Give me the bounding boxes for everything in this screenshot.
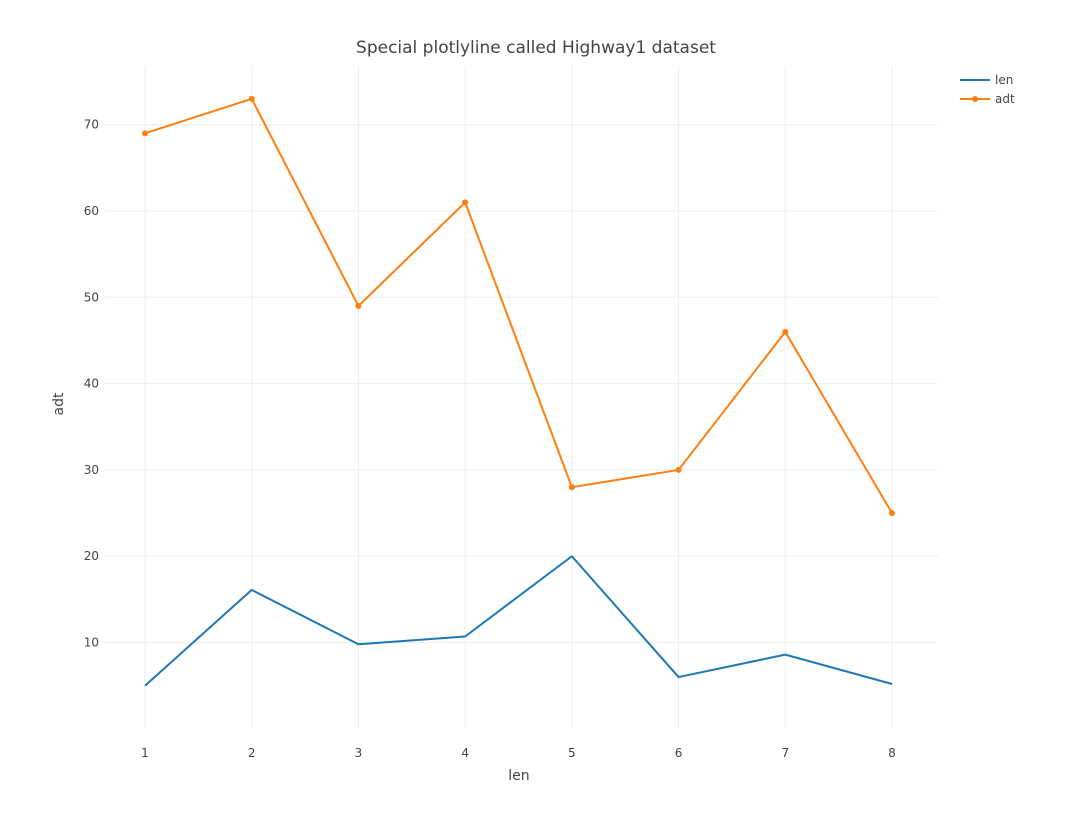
data-point[interactable] [675, 466, 682, 473]
series-line-len[interactable] [144, 555, 893, 687]
series-len[interactable] [144, 555, 893, 687]
x-tick-label: 7 [781, 746, 789, 760]
x-tick-label: 5 [568, 746, 576, 760]
data-point[interactable] [462, 199, 469, 206]
y-tick-label: 10 [84, 636, 99, 650]
x-tick-label: 1 [141, 746, 149, 760]
legend-item-adt[interactable]: adt [960, 92, 1015, 106]
grid [105, 66, 938, 728]
legend-label: len [995, 73, 1013, 87]
data-point[interactable] [142, 130, 148, 137]
data-point[interactable] [568, 484, 575, 491]
data-point[interactable] [248, 95, 255, 102]
x-axis-title: len [508, 768, 529, 784]
x-tick-label: 4 [461, 746, 469, 760]
y-axis-ticks: 10 20 30 40 50 60 70 [84, 118, 99, 650]
data-point[interactable] [355, 302, 362, 309]
x-tick-label: 6 [675, 746, 683, 760]
x-tick-label: 8 [888, 746, 896, 760]
data-point[interactable] [782, 328, 789, 335]
legend-label: adt [995, 92, 1015, 106]
x-tick-label: 3 [355, 746, 363, 760]
legend-item-len[interactable]: len [960, 73, 1013, 87]
y-tick-label: 30 [84, 463, 99, 477]
data-point[interactable] [889, 510, 895, 517]
y-tick-label: 70 [84, 118, 99, 132]
x-tick-label: 2 [248, 746, 256, 760]
series-adt[interactable] [142, 95, 895, 517]
y-axis-title: adt [51, 392, 67, 415]
y-tick-label: 60 [84, 204, 99, 218]
y-tick-label: 50 [84, 290, 99, 304]
y-tick-label: 20 [84, 549, 99, 563]
legend-marker [972, 96, 978, 102]
plot-area[interactable] [142, 95, 895, 687]
chart-title: Special plotlyline called Highway1 datas… [356, 38, 716, 58]
legend[interactable]: len adt [960, 73, 1015, 106]
y-tick-label: 40 [84, 377, 99, 391]
series-line-adt[interactable] [144, 97, 893, 514]
x-axis-ticks: 1 2 3 4 5 6 7 8 [141, 746, 896, 760]
